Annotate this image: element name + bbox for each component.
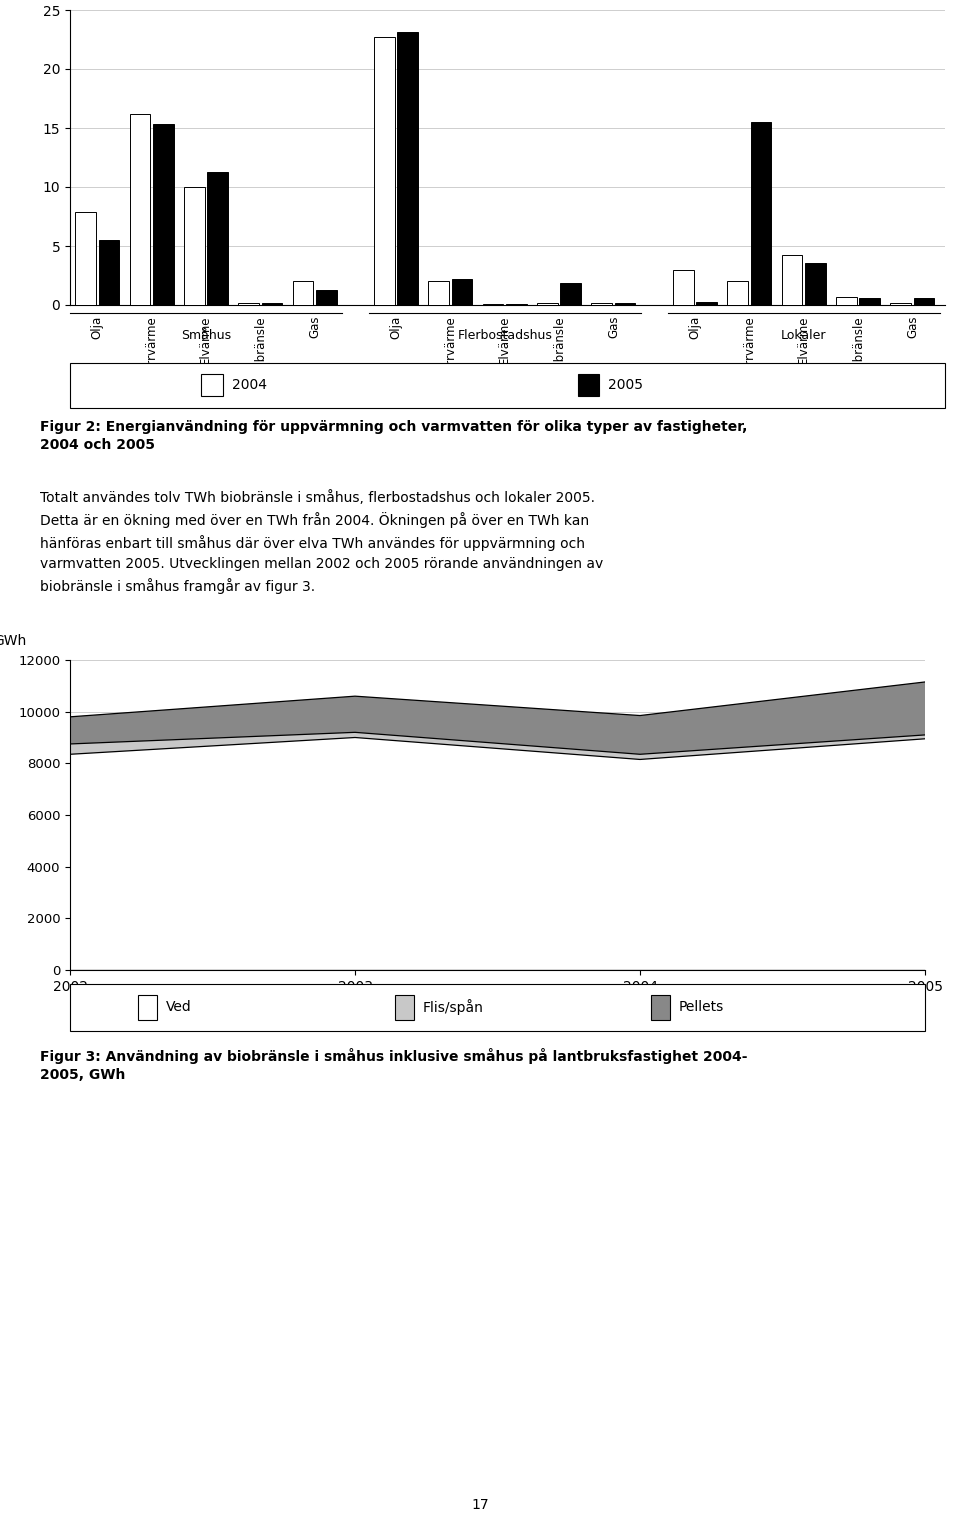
Bar: [452, 279, 472, 305]
Text: Småhus: Småhus: [180, 328, 231, 342]
Bar: [696, 302, 717, 305]
Bar: [428, 281, 449, 305]
Bar: [805, 262, 826, 305]
X-axis label: År: År: [489, 1002, 507, 1018]
Bar: [202, 375, 223, 396]
Bar: [130, 114, 150, 305]
Bar: [673, 270, 694, 305]
Bar: [561, 282, 581, 305]
Text: 2005: 2005: [608, 378, 643, 391]
Bar: [728, 281, 748, 305]
Text: Figur 3: Användning av biobränsle i småhus inklusive småhus på lantbruksfastighe: Figur 3: Användning av biobränsle i småh…: [40, 1048, 748, 1082]
Bar: [293, 281, 313, 305]
Bar: [537, 302, 558, 305]
Bar: [614, 302, 636, 305]
Text: Figur 2: Energianvändning för uppvärmning och varmvatten för olika typer av fast: Figur 2: Energianvändning för uppvärmnin…: [40, 421, 748, 453]
Bar: [261, 302, 282, 305]
Bar: [397, 32, 419, 305]
Bar: [836, 298, 856, 305]
Text: Lokaler: Lokaler: [780, 328, 827, 342]
Bar: [578, 375, 599, 396]
Bar: [781, 255, 803, 305]
Text: Flis/spån: Flis/spån: [422, 999, 483, 1016]
Bar: [207, 172, 228, 305]
Bar: [914, 298, 934, 305]
Bar: [374, 37, 395, 305]
Text: 2004: 2004: [232, 378, 267, 391]
Bar: [652, 995, 670, 1019]
Bar: [70, 984, 925, 1030]
Text: Pellets: Pellets: [679, 1001, 724, 1015]
Y-axis label: GWh: GWh: [0, 634, 27, 648]
Bar: [138, 995, 157, 1019]
Bar: [184, 187, 204, 305]
Text: Ved: Ved: [166, 1001, 191, 1015]
Bar: [153, 124, 174, 305]
Bar: [890, 304, 911, 305]
Text: 17: 17: [471, 1498, 489, 1512]
Text: Totalt användes tolv TWh biobränsle i småhus, flerbostadshus och lokaler 2005.
D: Totalt användes tolv TWh biobränsle i sm…: [40, 490, 603, 594]
Bar: [316, 290, 337, 305]
Bar: [395, 995, 414, 1019]
Bar: [859, 298, 880, 305]
Text: Flerbostadshus: Flerbostadshus: [457, 328, 552, 342]
Bar: [99, 239, 119, 305]
Bar: [75, 212, 96, 305]
Bar: [238, 302, 259, 305]
Bar: [751, 123, 771, 305]
Bar: [591, 304, 612, 305]
